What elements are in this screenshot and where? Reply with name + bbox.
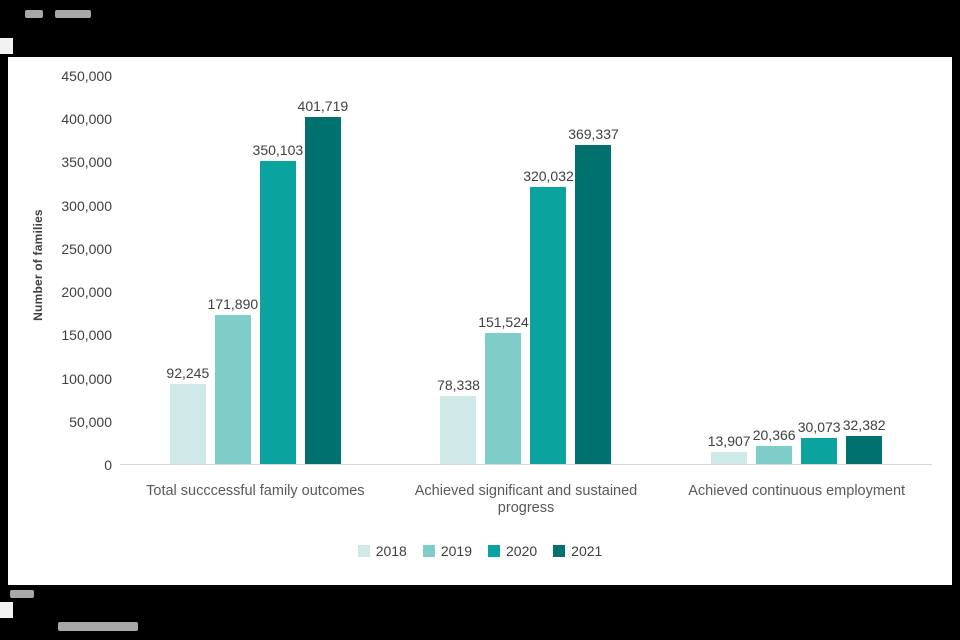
bottom-bar-artifact [58,622,138,631]
x-axis: Total succcessful family outcomes Achieve… [120,483,932,517]
chart-legend: 2018 2019 2020 2021 [8,543,952,559]
legend-item-2020: 2020 [488,543,537,559]
bar-slot: 171,890 [208,76,258,464]
y-axis-tick-label: 350,000 [61,154,112,171]
legend-swatch-icon [422,545,435,557]
bar-slot: 13,907 [708,76,751,464]
bar-slot: 30,073 [798,76,841,464]
bar-value-label: 320,032 [523,168,574,185]
bar-slot: 92,245 [166,76,209,464]
legend-item-2019: 2019 [422,543,472,559]
y-axis-tick-label: 150,000 [61,327,112,344]
y-axis-tick-label: 400,000 [61,111,112,128]
legend-label: 2020 [506,543,538,559]
bar-slot: 32,382 [843,76,886,464]
bar-value-label: 20,366 [752,427,796,444]
bar-2021 [304,116,341,464]
bar-slot: 401,719 [298,76,348,464]
bar-group: 92,245 171,890 350,103 401,719 [166,76,348,464]
bottom-bar-artifact [10,590,34,598]
bar-group: 78,338 151,524 320,032 369,337 [437,76,619,464]
bar-2018 [711,452,748,464]
y-axis-tick-label: 300,000 [61,197,112,214]
bar-value-label: 92,245 [166,365,210,382]
bar-slot: 350,103 [253,76,303,464]
x-axis-category-label: Total succcessful family outcomes [146,483,365,499]
y-axis-tick-label: 50,000 [69,413,112,430]
x-axis-category-label: Achieved significant and sustained progr… [414,483,638,517]
legend-swatch-icon [553,545,566,557]
top-bar-artifact [55,10,91,18]
left-edge-artifact [0,602,13,618]
x-axis-category-label: Achieved continuous employment [688,483,906,499]
plot-area: 92,245 171,890 350,103 401,719 78,338 151,524… [120,76,932,465]
legend-label: 2018 [375,543,407,559]
y-axis: 0 50,000 100,000 150,000 200,000 250,000 300,0… [8,68,112,473]
bar-value-label: 350,103 [252,142,304,159]
bar-2018 [440,396,477,464]
y-axis-tick-label: 0 [104,457,112,473]
bar-2019 [214,315,251,464]
bar-value-label: 171,890 [207,296,259,313]
bar-2019 [485,333,522,464]
bar-value-label: 78,338 [437,377,480,394]
bar-slot: 320,032 [523,76,574,464]
y-axis-tick-label: 100,000 [61,370,112,387]
bar-2021 [846,436,883,464]
bar-2018 [169,384,206,464]
chart-panel: Number of families 0 50,000 100,000 150,000… [8,57,952,585]
bar-2020 [259,161,296,464]
bar-2019 [756,446,793,464]
bar-2020 [530,187,567,464]
legend-label: 2019 [440,543,472,559]
legend-swatch-icon [488,545,500,557]
bar-slot: 151,524 [478,76,529,464]
bar-value-label: 151,524 [478,314,529,330]
legend-label: 2021 [571,543,603,559]
bar-slot: 20,366 [753,76,796,464]
top-bar-artifact [25,10,43,18]
bar-value-label: 32,382 [842,417,886,433]
bar-2020 [801,438,838,464]
bar-slot: 369,337 [568,76,619,464]
y-axis-tick-label: 200,000 [61,284,112,301]
legend-item-2021: 2021 [553,543,602,559]
bar-2021 [575,144,612,464]
bar-group: 13,907 20,366 30,073 32,382 [708,76,886,464]
bar-value-label: 401,719 [297,97,349,114]
bar-value-label: 369,337 [568,125,619,142]
y-axis-tick-label: 250,000 [61,240,112,257]
left-edge-artifact [0,38,13,54]
bar-value-label: 13,907 [707,433,751,449]
bar-slot: 78,338 [437,76,480,464]
bar-value-label: 30,073 [797,419,841,435]
y-axis-tick-label: 450,000 [61,68,112,84]
legend-swatch-icon [357,545,370,557]
legend-item-2018: 2018 [357,543,407,559]
